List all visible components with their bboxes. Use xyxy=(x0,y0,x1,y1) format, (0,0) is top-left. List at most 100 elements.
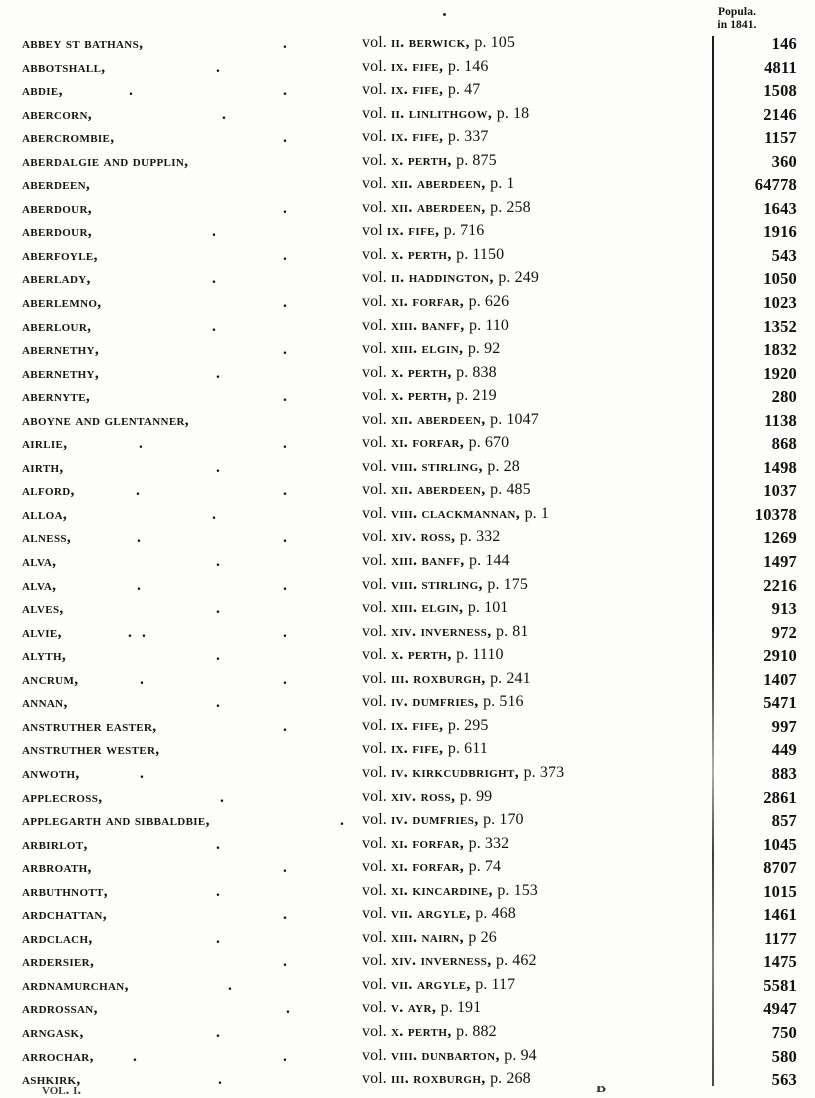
table-row: ARDCLACH,. vol. XIII. NAIRN, p 26 1177 xyxy=(0,928,815,952)
county-name: DUMFRIES, xyxy=(412,811,484,829)
page-reference: p. 146 xyxy=(447,57,489,75)
volume-reference: vol. XIV. INVERNESS, p. 462 xyxy=(362,952,537,970)
population-value: 5471 xyxy=(763,693,797,713)
table-row: ABBEY ST BATHANS,. vol. II. BERWICK, p. 1… xyxy=(0,33,815,57)
footer-signature-mark: B xyxy=(596,1086,607,1096)
population-column-header: Popula. in 1841. xyxy=(677,6,797,31)
page-reference: p. 875 xyxy=(456,151,497,169)
page-reference: p. 462 xyxy=(496,952,537,970)
volume-number: X. xyxy=(390,245,408,263)
volume-reference: vol. XI. FORFAR, p. 670 xyxy=(362,434,509,452)
leader-dot: . xyxy=(220,788,224,806)
page-reference: p. 94 xyxy=(504,1046,537,1064)
county-name: STIRLING, xyxy=(421,457,488,475)
parish-name: ANCRUM, xyxy=(22,670,79,688)
leader-dot: . xyxy=(216,458,220,476)
parish-name: ALLOA, xyxy=(22,505,68,523)
volume-number: X. xyxy=(390,151,408,169)
table-row: AIRTH,. vol. VIII. STIRLING, p. 28 1498 xyxy=(0,457,815,481)
parish-name: APPLEGARTH AND SIBBALDBIE, xyxy=(22,812,210,830)
county-name: NAIRN, xyxy=(421,928,469,946)
population-value: 1498 xyxy=(763,457,797,477)
page-reference: p. 1 xyxy=(490,175,515,193)
population-value: 1138 xyxy=(764,410,797,430)
volume-number: XII. xyxy=(390,198,417,216)
population-header-line2: in 1841. xyxy=(717,18,757,31)
volume-number: X. xyxy=(390,387,408,405)
parish-name: ANNAN, xyxy=(22,694,68,712)
volume-reference: vol. VIII. CLACKMANNAN, p. 1 xyxy=(362,505,549,523)
table-row: APPLECROSS,. vol. XIV. ROSS, p. 99 2861 xyxy=(0,787,815,811)
volume-reference: vol IX. FIFE, p. 716 xyxy=(362,222,484,240)
table-row: ARDERSIER,. vol. XIV. INVERNESS, p. 462 14… xyxy=(0,951,815,975)
volume-word: vol. xyxy=(362,905,391,923)
volume-word: vol. xyxy=(362,481,391,499)
volume-number: II. xyxy=(390,34,409,51)
county-name: ABERDEEN, xyxy=(416,481,491,499)
leader-dot: . xyxy=(142,623,146,641)
table-row: ABOYNE AND GLENTANNER, vol. XII. ABERDEEN… xyxy=(0,410,815,434)
volume-number: IX. xyxy=(390,740,413,758)
leader-dot: . xyxy=(216,835,220,853)
leader-dot: . xyxy=(228,976,232,994)
population-value: 1037 xyxy=(763,481,797,501)
parish-name: ABOYNE AND GLENTANNER, xyxy=(22,411,190,429)
volume-word: vol. xyxy=(362,245,391,263)
volume-reference: vol. XIII. NAIRN, p 26 xyxy=(362,929,497,947)
volume-reference: vol. IV. KIRKCUDBRIGHT, p. 373 xyxy=(362,764,564,782)
page-reference: p. 117 xyxy=(475,975,516,993)
population-value: 449 xyxy=(771,740,797,760)
volume-word: vol. xyxy=(362,716,391,734)
volume-number: XIV. xyxy=(390,952,421,970)
volume-word: vol. xyxy=(362,1022,391,1040)
volume-word: vol. xyxy=(362,410,391,428)
volume-reference: vol. II. HADDINGTON, p. 249 xyxy=(362,269,539,287)
volume-word: vol. xyxy=(362,457,391,475)
volume-reference: vol. XI. KINCARDINE, p. 153 xyxy=(362,882,538,900)
page-reference: p. 373 xyxy=(523,763,565,781)
volume-reference: vol. XII. ABERDEEN, p. 1 xyxy=(362,175,515,193)
volume-number: IV. xyxy=(390,811,413,829)
volume-number: VIII. xyxy=(390,1046,422,1064)
volume-number: X. xyxy=(390,1022,408,1040)
volume-word: vol. xyxy=(362,528,391,546)
page-reference: p. 144 xyxy=(469,552,510,570)
page-reference: p. 268 xyxy=(490,1070,531,1088)
volume-word: vol. xyxy=(362,763,391,781)
county-name: ROXBURGH, xyxy=(413,669,491,687)
county-name: KINCARDINE, xyxy=(412,881,498,899)
county-name: ARGYLE, xyxy=(416,975,476,993)
parish-name: ARROCHAR, xyxy=(22,1047,94,1065)
volume-number: IX. xyxy=(390,57,413,75)
volume-word: vol. xyxy=(362,293,391,311)
volume-word: vol. xyxy=(362,57,391,75)
county-name: PERTH, xyxy=(407,646,457,664)
county-name: AYR, xyxy=(407,999,441,1017)
volume-word: vol. xyxy=(362,1070,391,1088)
page-reference: p. 153 xyxy=(497,881,538,899)
parish-name: ALVIE, xyxy=(22,623,62,641)
table-row: ARBUTHNOTT,. vol. XI. KINCARDINE, p. 153 1… xyxy=(0,881,815,905)
leader-dot: . xyxy=(212,223,216,241)
table-row: ANWOTH,. vol. IV. KIRKCUDBRIGHT, p. 373 88… xyxy=(0,763,815,787)
volume-reference: vol. XI. FORFAR, p. 332 xyxy=(362,835,509,853)
page-reference: p. 191 xyxy=(440,999,482,1017)
parish-name: ABDIE, xyxy=(22,82,63,100)
volume-number: VII. xyxy=(390,975,417,993)
county-name: KIRKCUDBRIGHT, xyxy=(412,763,524,781)
volume-number: XIII. xyxy=(390,599,422,617)
volume-reference: vol. X. PERTH, p. 882 xyxy=(362,1023,497,1041)
page-reference: p. 74 xyxy=(468,858,502,876)
parish-name: ANSTRUTHER WESTER, xyxy=(22,741,160,759)
leader-dot: . xyxy=(283,246,287,264)
leader-dot: . xyxy=(216,58,220,76)
population-value: 580 xyxy=(771,1046,797,1066)
leader-dot: . xyxy=(283,82,287,100)
table-row: ABBOTSHALL,. vol. IX. FIFE, p. 146 4811 xyxy=(0,57,815,81)
population-value: 1015 xyxy=(763,881,797,901)
county-name: STIRLING, xyxy=(421,575,488,593)
population-value: 913 xyxy=(771,599,797,619)
volume-number: IX. xyxy=(390,81,413,99)
population-value: 4811 xyxy=(764,57,797,77)
table-row: ABERLEMNO,. vol. XI. FORFAR, p. 626 1023 xyxy=(0,292,815,316)
